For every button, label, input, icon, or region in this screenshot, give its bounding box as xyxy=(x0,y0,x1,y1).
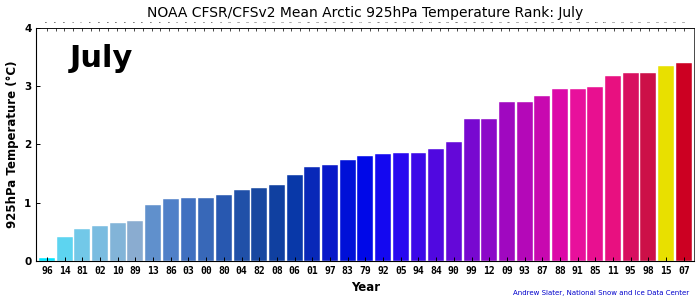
Bar xyxy=(410,153,426,261)
Bar xyxy=(74,229,90,261)
Bar xyxy=(127,221,144,261)
Bar xyxy=(570,88,586,261)
X-axis label: Year: Year xyxy=(351,281,380,294)
Bar xyxy=(446,142,462,261)
Bar xyxy=(463,119,480,261)
Bar xyxy=(269,185,285,261)
Bar xyxy=(287,175,302,261)
Bar xyxy=(39,258,55,261)
Bar xyxy=(623,74,638,261)
Bar xyxy=(304,167,321,261)
Bar xyxy=(251,188,267,261)
Bar xyxy=(198,198,214,261)
Bar xyxy=(181,198,197,261)
Title: NOAA CFSR/CFSv2 Mean Arctic 925hPa Temperature Rank: July: NOAA CFSR/CFSv2 Mean Arctic 925hPa Tempe… xyxy=(147,6,584,20)
Bar xyxy=(340,160,356,261)
Bar xyxy=(110,223,126,261)
Bar xyxy=(534,96,550,261)
Text: Andrew Slater, National Snow and Ice Data Center: Andrew Slater, National Snow and Ice Dat… xyxy=(513,290,690,296)
Bar xyxy=(163,199,179,261)
Bar xyxy=(145,205,161,261)
Bar xyxy=(358,156,373,261)
Bar xyxy=(587,87,603,261)
Bar xyxy=(428,148,444,261)
Bar xyxy=(640,73,657,261)
Bar xyxy=(234,190,249,261)
Y-axis label: 925hPa Temperature (°C): 925hPa Temperature (°C) xyxy=(6,61,19,228)
Bar xyxy=(552,89,568,261)
Text: July: July xyxy=(69,44,132,73)
Bar xyxy=(605,76,621,261)
Bar xyxy=(322,165,338,261)
Bar xyxy=(92,226,108,261)
Bar xyxy=(517,102,533,261)
Bar xyxy=(57,237,73,261)
Bar xyxy=(658,66,674,261)
Bar xyxy=(482,119,497,261)
Bar xyxy=(216,195,232,261)
Bar xyxy=(676,63,692,261)
Bar xyxy=(375,154,391,261)
Bar xyxy=(393,153,409,261)
Bar xyxy=(499,102,515,261)
